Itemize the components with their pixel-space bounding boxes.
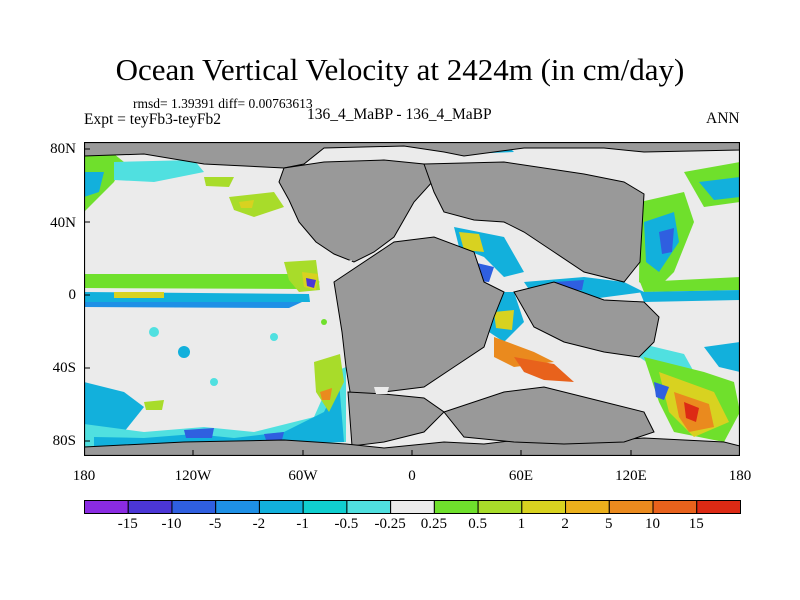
comparison-label: 136_4_MaBP - 136_4_MaBP [307, 106, 492, 123]
colorbar-level-label: 1 [517, 516, 526, 532]
plot-title: Ocean Vertical Velocity at 2424m (in cm/… [115, 52, 685, 87]
lon-tick-label: 180 [728, 468, 752, 484]
lat-tick-label: 80N [50, 141, 76, 157]
colorbar-swatch [565, 500, 610, 514]
tick-marks [84, 148, 632, 456]
colorbar-swatch [258, 500, 304, 514]
colorbar-level-label: -15 [117, 516, 138, 532]
colorbar-level-label: -0.5 [334, 516, 359, 532]
ocean-gap [339, 260, 352, 268]
lat-tick-label: 80S [52, 433, 76, 449]
colorbar-level-label: 0.25 [420, 516, 447, 532]
lon-tick-label: 0 [408, 468, 416, 484]
colorbar-swatch [521, 500, 567, 514]
world-map [84, 142, 740, 456]
colorbar-swatch [84, 500, 129, 514]
colorbar-level-label: 2 [561, 516, 569, 532]
lon-tick-label: 60E [508, 468, 534, 484]
colorbar-swatch [127, 500, 173, 514]
stats-line: rmsd= 1.39391 diff= 0.00763613 [133, 96, 313, 111]
colorbar [84, 500, 742, 514]
colorbar-level-label: -10 [161, 516, 182, 532]
colorbar-swatch [215, 500, 260, 514]
colorbar-swatch [433, 500, 479, 514]
lon-tick-label: 180 [72, 468, 96, 484]
colorbar-level-label: -0.25 [374, 516, 406, 532]
velocity-field [84, 142, 740, 452]
colorbar-swatch [608, 500, 654, 514]
colorbar-swatch [477, 500, 523, 514]
lon-tick-label: 120E [615, 468, 647, 484]
period-label: ANN [706, 110, 740, 127]
lon-tick-label: 120W [174, 468, 212, 484]
colorbar-swatch [302, 500, 348, 514]
colorbar-level-label: -2 [252, 516, 266, 532]
colorbar-swatch [346, 500, 392, 514]
lon-tick-label: 60W [288, 468, 318, 484]
colorbar-swatch [652, 500, 698, 514]
colorbar-swatch [390, 500, 435, 514]
land-masses [84, 142, 740, 456]
lat-tick-label: 0 [68, 287, 77, 303]
colorbar-swatch [171, 500, 217, 514]
colorbar-level-label: 15 [688, 516, 704, 532]
colorbar-level-label: 0.5 [468, 516, 487, 532]
colorbar-level-label: 5 [605, 516, 613, 532]
lat-tick-label: 40N [50, 215, 76, 231]
colorbar-level-label: -1 [296, 516, 309, 532]
lat-tick-label: 40S [52, 360, 76, 376]
colorbar-level-label: 10 [645, 516, 661, 532]
experiment-label: Expt = teyFb3-teyFb2 [84, 111, 222, 128]
colorbar-level-label: -5 [208, 516, 222, 532]
ocean-gap [374, 387, 389, 394]
colorbar-swatch [696, 500, 742, 514]
